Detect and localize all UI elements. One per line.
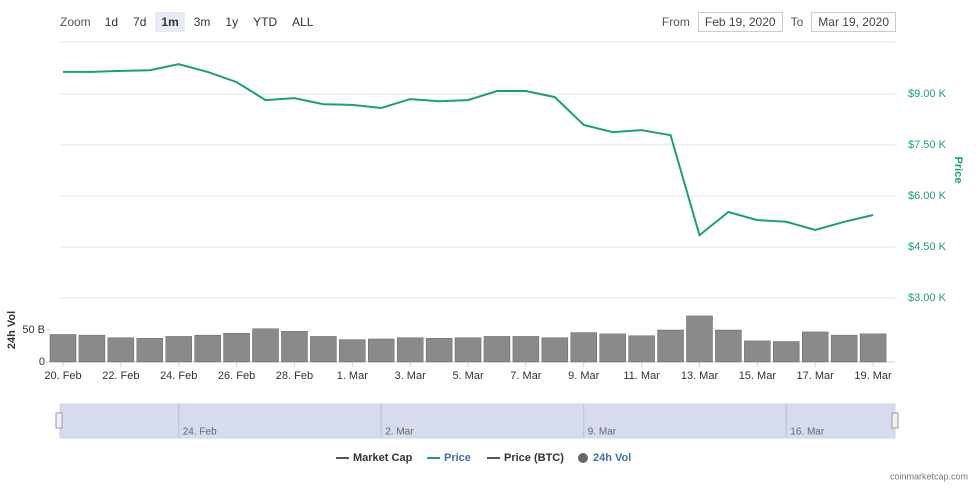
y-tick-label: $4.50 K (908, 241, 947, 253)
legend-label[interactable]: Price (444, 452, 471, 464)
navigator-label: 2. Mar (385, 427, 414, 438)
navigator-label: 24. Feb (183, 427, 217, 438)
to-label: To (790, 15, 804, 29)
volume-bar (686, 315, 713, 363)
zoom-toolbar: Zoom 1d 7d 1m 3m 1y YTD ALL (60, 11, 322, 33)
x-tick-label: 9. Mar (568, 370, 600, 382)
navigator-label: 9. Mar (588, 427, 617, 438)
volume-bar (223, 333, 250, 363)
volume-bar (368, 338, 395, 363)
x-tick-label: 22. Feb (102, 370, 139, 382)
x-tick-label: 26. Feb (218, 370, 255, 382)
x-tick-label: 24. Feb (160, 370, 197, 382)
x-tick-label: 20. Feb (44, 370, 81, 382)
zoom-button[interactable]: 1m (155, 12, 185, 32)
navigator-handle[interactable] (891, 412, 899, 429)
legend-label[interactable]: Price (BTC) (504, 452, 564, 464)
navigator-label: 16. Mar (790, 427, 825, 438)
volume-bar (830, 334, 858, 363)
from-label: From (661, 15, 690, 29)
volume-bar (78, 334, 106, 363)
zoom-button[interactable]: ALL (292, 15, 314, 29)
x-tick-label: 11. Mar (623, 370, 660, 382)
x-tick-label: 1. Mar (337, 370, 369, 382)
x-tick-label: 17. Mar (797, 370, 835, 382)
zoom-button[interactable]: 1d (104, 15, 119, 29)
volume-bar (252, 328, 279, 363)
legend-marker[interactable] (578, 453, 588, 463)
volume-bar (744, 340, 771, 363)
price-line (63, 63, 874, 237)
volume-bar (165, 336, 192, 363)
volume-bar (396, 337, 424, 363)
y-tick-label: $3.00 K (908, 292, 947, 304)
x-tick-label: 13. Mar (681, 370, 719, 382)
volume-bar (454, 337, 482, 363)
x-tick-label: 3. Mar (395, 370, 427, 382)
legend-label[interactable]: 24h Vol (593, 452, 631, 464)
volume-bar (628, 335, 655, 363)
volume-bar (107, 337, 135, 363)
y-axis-title: Price (952, 157, 964, 184)
y-tick-label: $9.00 K (908, 88, 947, 100)
zoom-button[interactable]: YTD (253, 15, 278, 29)
x-tick-label: 28. Feb (276, 370, 313, 382)
volume-bar (859, 333, 887, 363)
y-tick-label: $7.50 K (908, 139, 947, 151)
volume-bar (194, 334, 221, 363)
zoom-button[interactable]: 3m (193, 15, 211, 29)
x-tick-label: 15. Mar (739, 370, 777, 382)
legend-label[interactable]: Market Cap (353, 452, 413, 464)
volume-bar (773, 341, 800, 363)
volume-bar (425, 338, 453, 363)
volume-bar (483, 336, 511, 363)
volume-bar (541, 337, 569, 363)
volume-bar (339, 339, 366, 363)
y-tick-label: $6.00 K (908, 190, 947, 202)
zoom-button[interactable]: 1y (225, 15, 239, 29)
navigator-handle[interactable] (55, 412, 63, 429)
volume-tick-label: 50 B (22, 324, 45, 336)
volume-bar (657, 329, 684, 363)
from-input[interactable]: Feb 19, 2020 (697, 12, 783, 32)
volume-bar (599, 333, 626, 363)
volume-tick-label: 0 (39, 356, 45, 368)
date-range: From Feb 19, 2020 To Mar 19, 2020 (662, 11, 896, 33)
volume-bar (512, 336, 540, 363)
x-tick-label: 19. Mar (854, 370, 892, 382)
volume-bar (310, 336, 337, 363)
volume-bar (49, 334, 77, 363)
zoom-label: Zoom (60, 15, 91, 29)
volume-bar (281, 331, 308, 363)
x-tick-label: 7. Mar (510, 370, 542, 382)
volume-bar (715, 329, 742, 363)
zoom-button[interactable]: 7d (133, 15, 147, 29)
volume-bar (136, 338, 164, 363)
to-input[interactable]: Mar 19, 2020 (811, 12, 896, 32)
volume-bar (570, 332, 597, 363)
volume-axis-title: 24h Vol (6, 311, 18, 349)
volume-bar (801, 331, 829, 363)
x-tick-label: 5. Mar (452, 370, 484, 382)
credit: coinmarketcap.com (890, 471, 968, 481)
